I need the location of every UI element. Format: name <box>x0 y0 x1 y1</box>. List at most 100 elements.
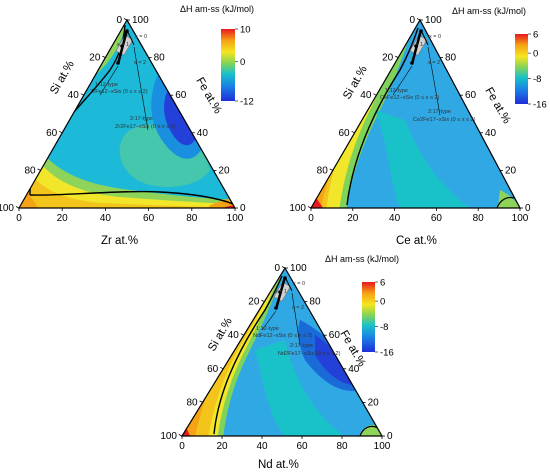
panel-zr: x = 0 x = 1 x = 2 1:12-type ZrFe12−xSix … <box>0 4 254 247</box>
tick-label-bottom: 20 <box>347 213 359 224</box>
label-x0: x = 0 <box>429 34 441 40</box>
tick-label-bottom: 100 <box>512 213 529 224</box>
tick-label-right: 80 <box>445 53 457 64</box>
tick-label-right: 100 <box>132 15 149 26</box>
tick-mark <box>395 55 399 58</box>
tick-label-bottom: 80 <box>336 441 348 452</box>
tick-label-left: 60 <box>338 128 350 139</box>
colorbar: ΔH am-ss (kJ/mol) 10 0 -12 <box>180 4 254 108</box>
tick-label-right: 100 <box>425 15 442 26</box>
tick-mark <box>240 333 244 336</box>
label-x1: x = 1 <box>411 42 423 48</box>
tick-label-bottom: 0 <box>308 213 314 224</box>
tick-label-right: 0 <box>387 431 393 442</box>
tick-mark <box>329 168 333 171</box>
tick-label-right: 40 <box>197 128 209 139</box>
label-type-112: 1:12-type <box>95 82 118 88</box>
tick-mark <box>281 266 286 269</box>
colorbar-title: ΔH am-ss (kJ/mol) <box>325 254 399 264</box>
label-type-112: 1:12-type <box>256 326 279 332</box>
label-x0: x = 0 <box>293 281 305 287</box>
axis-label-right: Fe at.% <box>193 76 223 116</box>
axis-label-right: Fe at.% <box>482 86 512 126</box>
colorbar: ΔH am-ss (kJ/mol) 60 -8 -16 <box>325 254 399 359</box>
tick-mark <box>220 366 224 370</box>
tick-label-left: 0 <box>409 15 415 26</box>
tick-label-left: 0 <box>274 263 280 274</box>
tick-label-bottom: 40 <box>100 213 112 224</box>
colorbar-tick-label: -8 <box>380 322 388 333</box>
axis-label-bottom: Nd at.% <box>258 459 299 471</box>
tick-mark <box>37 168 41 171</box>
label-formula-112: CeFe12−xSix (0 ≤ x ≤ 2) <box>380 95 440 101</box>
tick-label-bottom: 20 <box>57 213 69 224</box>
axis-label-bottom: Zr at.% <box>101 235 138 247</box>
label-x0: x = 0 <box>135 34 147 40</box>
tick-label-right: 20 <box>218 165 230 176</box>
colorbar-tick-label: -16 <box>380 348 394 359</box>
tick-label-right: 80 <box>154 53 166 64</box>
tick-label-right: 20 <box>368 397 380 408</box>
tick-mark <box>80 93 84 96</box>
label-type-112: 1:12-type <box>385 88 408 94</box>
panel-ce: x = 0 x = 1 x = 2 1:12-type CeFe12−xSix … <box>289 6 547 247</box>
tick-label-right: 60 <box>465 90 477 101</box>
tick-label-left: 40 <box>228 330 240 341</box>
label-x2: x = 2 <box>428 60 440 66</box>
tick-label-left: 40 <box>68 90 80 101</box>
tick-label-right: 60 <box>329 330 341 341</box>
tick-mark <box>59 130 63 134</box>
tick-label-left: 100 <box>289 203 306 214</box>
tick-label-left: 80 <box>186 397 198 408</box>
tick-label-bottom: 20 <box>216 441 228 452</box>
tick-label-left: 20 <box>248 297 260 308</box>
tick-label-right: 0 <box>525 203 531 214</box>
label-type-217: 2:17-type <box>290 343 313 349</box>
tick-label-right: 0 <box>240 203 246 214</box>
tick-label-right: 40 <box>348 364 360 375</box>
tick-mark <box>261 299 265 302</box>
label-type-217: 2:17-type <box>130 116 153 122</box>
tick-mark <box>373 93 377 96</box>
colorbar-tick-label: 0 <box>533 49 538 60</box>
tick-label-left: 20 <box>382 53 394 64</box>
label-x1: x = 1 <box>117 42 129 48</box>
composition-markers <box>392 29 441 116</box>
tick-label-left: 80 <box>24 165 36 176</box>
colorbar-ticks: 6 0 -8 -16 <box>528 30 547 111</box>
colorbar-tick-label: -12 <box>240 97 254 108</box>
tick-label-right: 100 <box>290 263 307 274</box>
tick-label-right: 20 <box>505 165 517 176</box>
tick-label-right: 80 <box>309 297 321 308</box>
colorbar-tick-label: -8 <box>533 74 541 85</box>
colorbar-tick-label: 0 <box>380 297 385 308</box>
tick-label-bottom: 80 <box>186 213 198 224</box>
tick-label-bottom: 100 <box>227 213 244 224</box>
tick-mark <box>351 130 355 134</box>
colorbar-title: ΔH am-ss (kJ/mol) <box>452 6 526 16</box>
tick-label-left: 60 <box>46 128 58 139</box>
tick-label-bottom: 100 <box>374 441 391 452</box>
tick-mark <box>102 55 106 58</box>
label-x2: x = 2 <box>134 60 146 66</box>
tick-mark <box>178 434 183 437</box>
colorbar-tick-label: -16 <box>533 100 547 111</box>
tick-label-left: 80 <box>317 165 329 176</box>
colorbar-tick-label: 10 <box>240 25 251 36</box>
tick-label-left: 100 <box>0 203 14 214</box>
label-formula-112: ZrFe12−xSix (0 ≤ x ≤ 2) <box>90 89 148 95</box>
tick-label-bottom: 80 <box>473 213 485 224</box>
label-x1: x = 1 <box>275 289 287 295</box>
panel-nd: x = 0 x = 1 x = 2 1:12-type NdFe12−xSix … <box>160 254 399 471</box>
tick-label-left: 0 <box>116 15 122 26</box>
tick-mark <box>15 206 20 209</box>
colorbar-ticks: 10 0 -12 <box>235 25 254 108</box>
tick-label-left: 20 <box>89 53 101 64</box>
tick-label-bottom: 60 <box>431 213 443 224</box>
tick-label-bottom: 0 <box>179 441 185 452</box>
